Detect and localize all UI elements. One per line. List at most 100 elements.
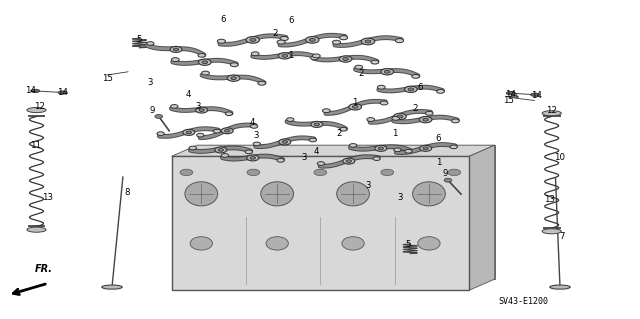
Circle shape <box>397 115 403 118</box>
Text: 8: 8 <box>124 189 129 197</box>
Circle shape <box>213 129 221 133</box>
Circle shape <box>362 38 374 45</box>
Text: 13: 13 <box>42 193 54 202</box>
Text: 6: 6 <box>417 83 422 92</box>
Circle shape <box>349 144 356 147</box>
Circle shape <box>394 113 406 120</box>
Circle shape <box>231 77 236 79</box>
Ellipse shape <box>58 91 67 94</box>
Circle shape <box>444 178 452 182</box>
Circle shape <box>339 56 352 62</box>
Ellipse shape <box>506 92 515 95</box>
Ellipse shape <box>342 237 364 250</box>
Circle shape <box>171 105 178 108</box>
Ellipse shape <box>413 182 445 206</box>
Circle shape <box>287 118 294 122</box>
Text: 1: 1 <box>289 51 294 60</box>
Circle shape <box>199 109 204 111</box>
Circle shape <box>404 86 417 93</box>
Text: 6: 6 <box>220 15 225 24</box>
Text: 3: 3 <box>365 181 371 189</box>
Text: 13: 13 <box>543 195 555 204</box>
Text: SV43-E1200: SV43-E1200 <box>499 297 548 306</box>
Ellipse shape <box>531 93 540 96</box>
Ellipse shape <box>550 285 570 289</box>
Circle shape <box>339 36 348 40</box>
Text: 3: 3 <box>301 153 307 162</box>
Circle shape <box>221 128 233 134</box>
Text: 15: 15 <box>503 96 515 105</box>
Text: 1: 1 <box>436 158 441 167</box>
Circle shape <box>375 145 387 151</box>
Text: 6: 6 <box>289 16 294 25</box>
Circle shape <box>202 71 209 75</box>
Circle shape <box>225 130 230 132</box>
Polygon shape <box>172 156 469 290</box>
Circle shape <box>250 38 256 41</box>
Text: FR.: FR. <box>35 264 53 274</box>
Circle shape <box>221 154 228 157</box>
Circle shape <box>230 63 238 67</box>
Circle shape <box>423 118 428 121</box>
Text: 4: 4 <box>314 147 319 156</box>
Circle shape <box>423 147 428 150</box>
Text: 3: 3 <box>397 193 403 202</box>
Circle shape <box>405 149 412 153</box>
Circle shape <box>215 147 227 153</box>
Circle shape <box>314 169 327 175</box>
Circle shape <box>196 133 204 137</box>
Circle shape <box>277 40 285 44</box>
Circle shape <box>378 85 385 89</box>
Circle shape <box>183 130 195 135</box>
Circle shape <box>280 36 288 41</box>
Circle shape <box>340 127 347 131</box>
Circle shape <box>396 39 404 43</box>
Circle shape <box>380 101 388 105</box>
Circle shape <box>452 119 460 123</box>
Circle shape <box>420 145 431 151</box>
Circle shape <box>225 112 232 115</box>
Text: 9: 9 <box>442 169 447 178</box>
Circle shape <box>173 48 179 51</box>
Text: 14: 14 <box>25 86 36 95</box>
Circle shape <box>349 104 362 110</box>
Text: 2: 2 <box>273 29 278 38</box>
Ellipse shape <box>266 237 289 250</box>
Circle shape <box>196 107 207 113</box>
Circle shape <box>186 131 191 134</box>
Circle shape <box>189 146 196 150</box>
Circle shape <box>172 58 179 62</box>
Text: 14: 14 <box>505 90 516 99</box>
Circle shape <box>346 160 351 162</box>
Ellipse shape <box>542 229 561 234</box>
Circle shape <box>394 148 401 152</box>
Circle shape <box>218 39 225 43</box>
Circle shape <box>202 61 207 63</box>
Circle shape <box>312 54 320 58</box>
Circle shape <box>246 37 259 43</box>
Circle shape <box>378 147 383 150</box>
Circle shape <box>343 158 355 164</box>
Circle shape <box>252 52 259 56</box>
Circle shape <box>170 47 182 52</box>
Circle shape <box>317 162 324 165</box>
Ellipse shape <box>27 108 46 113</box>
Circle shape <box>155 115 163 118</box>
Circle shape <box>258 81 266 85</box>
Circle shape <box>323 109 330 113</box>
Circle shape <box>373 157 380 160</box>
Circle shape <box>309 38 316 41</box>
Circle shape <box>381 69 394 75</box>
Text: 1: 1 <box>353 98 358 107</box>
Circle shape <box>332 40 340 44</box>
Circle shape <box>278 53 291 59</box>
Text: 3: 3 <box>196 102 201 111</box>
Circle shape <box>147 42 154 45</box>
Circle shape <box>367 118 374 122</box>
Text: 5: 5 <box>406 240 411 249</box>
Text: 2: 2 <box>359 69 364 78</box>
Circle shape <box>412 74 420 78</box>
Ellipse shape <box>102 285 122 289</box>
Text: 12: 12 <box>546 106 557 115</box>
Circle shape <box>355 65 363 69</box>
